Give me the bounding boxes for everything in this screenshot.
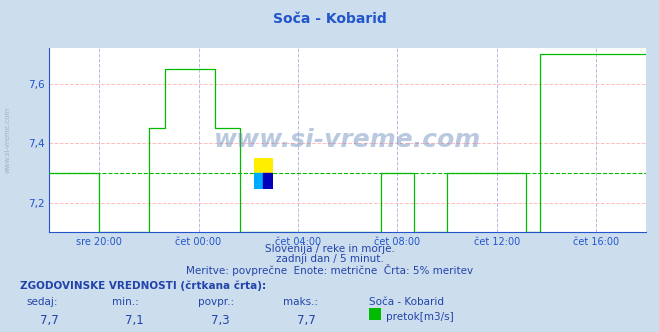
Text: povpr.:: povpr.: [198,297,234,307]
Text: www.si-vreme.com: www.si-vreme.com [5,106,11,173]
Text: Soča - Kobarid: Soča - Kobarid [369,297,444,307]
Text: Slovenija / reke in morje.: Slovenija / reke in morje. [264,244,395,254]
Text: ZGODOVINSKE VREDNOSTI (črtkana črta):: ZGODOVINSKE VREDNOSTI (črtkana črta): [20,281,266,291]
Text: 7,7: 7,7 [297,314,315,327]
Text: pretok[m3/s]: pretok[m3/s] [386,312,453,322]
Text: maks.:: maks.: [283,297,318,307]
Text: Meritve: povprečne  Enote: metrične  Črta: 5% meritev: Meritve: povprečne Enote: metrične Črta:… [186,264,473,276]
Text: zadnji dan / 5 minut.: zadnji dan / 5 minut. [275,254,384,264]
Text: min.:: min.: [112,297,139,307]
Text: 7,1: 7,1 [125,314,144,327]
Text: Soča - Kobarid: Soča - Kobarid [273,12,386,26]
Text: 7,3: 7,3 [211,314,229,327]
Text: 7,7: 7,7 [40,314,58,327]
Text: sedaj:: sedaj: [26,297,58,307]
Text: www.si-vreme.com: www.si-vreme.com [214,128,481,152]
